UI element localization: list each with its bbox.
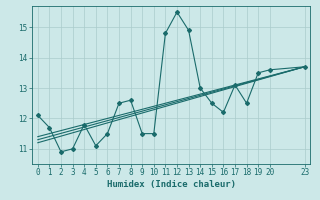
X-axis label: Humidex (Indice chaleur): Humidex (Indice chaleur) — [107, 180, 236, 189]
